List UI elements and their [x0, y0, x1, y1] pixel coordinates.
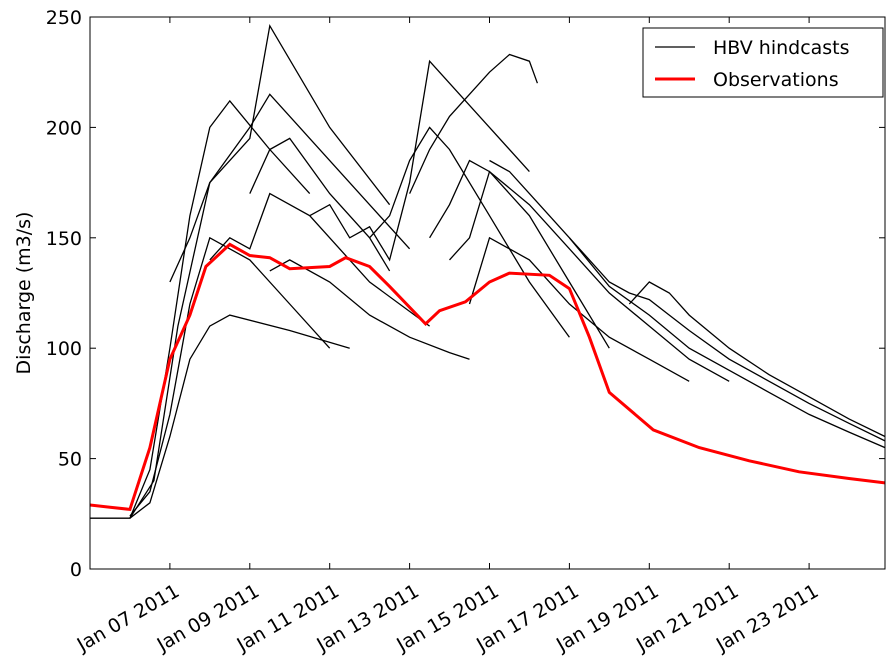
observation-line — [90, 242, 885, 512]
hindcast-line — [409, 53, 539, 194]
hindcast-line — [269, 259, 470, 360]
hindcast-line — [489, 159, 885, 449]
hindcast-line — [129, 314, 350, 519]
hindcast-line — [309, 59, 530, 262]
hindcast-line — [249, 137, 391, 272]
legend-label: HBV hindcasts — [713, 37, 850, 59]
hindcast-line — [468, 236, 690, 382]
y-tick-label: 100 — [46, 338, 82, 360]
y-tick-label: 50 — [58, 449, 82, 471]
y-tick-label: 200 — [46, 117, 82, 139]
hindcast-line — [90, 99, 311, 519]
y-tick-label: 250 — [46, 7, 82, 29]
hindcast-line — [568, 237, 885, 442]
hindcast-line — [628, 281, 885, 438]
plot-frame — [89, 16, 886, 570]
hindcast-line — [449, 170, 730, 382]
hindcast-line — [129, 236, 331, 517]
hindcast-line — [129, 93, 411, 519]
hindcast-line — [169, 23, 391, 283]
legend-label: Observations — [713, 69, 839, 91]
hindcast-line — [369, 126, 570, 338]
y-tick-label: 150 — [46, 228, 82, 250]
y-axis-label: Discharge (m3/s) — [13, 212, 35, 375]
y-tick-label: 0 — [70, 559, 82, 581]
plot-area — [90, 23, 885, 519]
legend-box — [642, 27, 884, 98]
hindcast-line — [209, 192, 430, 327]
